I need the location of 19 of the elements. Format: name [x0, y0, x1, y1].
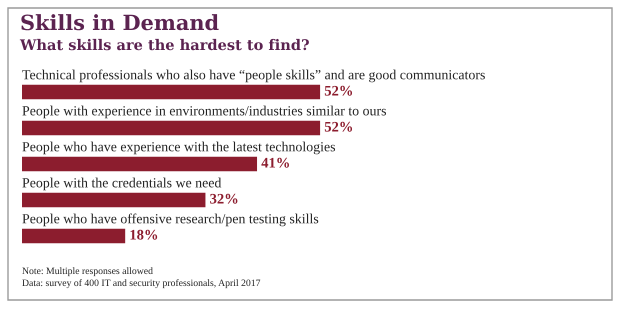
data-label: 32% [210, 194, 238, 204]
bar [22, 228, 126, 244]
y-tick-label: People with experience in environments/industries similar to ours [22, 106, 386, 118]
bar [22, 192, 206, 208]
data-label: 41% [261, 158, 290, 168]
bar [22, 120, 320, 136]
bar [22, 156, 258, 172]
text: Note: Multiple responses allowed [22, 267, 153, 276]
chart-subtitle: What skills are the hardest to find? [20, 38, 309, 50]
y-tick-label: Technical professionals who also have “people skills” and are good communicators [22, 70, 485, 82]
data-label: 52% [324, 86, 352, 96]
data-label: 18% [130, 230, 158, 240]
chart-title: Skills in Demand [21, 14, 219, 30]
y-tick-label: People who have experience with the latest technologies [22, 142, 336, 154]
y-tick-label: People with the credentials we need [22, 178, 222, 190]
bar [22, 84, 320, 100]
text: Data: survey of 400 IT and security professionals, April 2017 [22, 279, 260, 288]
y-tick-label: People who have offensive research/pen testing skills [22, 214, 318, 226]
data-label: 52% [324, 122, 352, 132]
